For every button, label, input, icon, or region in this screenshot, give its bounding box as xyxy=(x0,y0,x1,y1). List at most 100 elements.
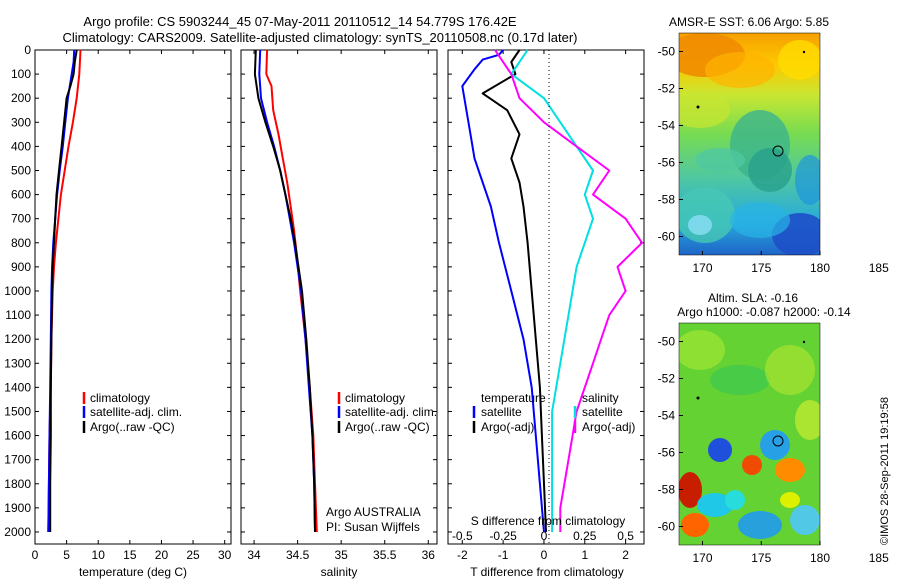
legend-label-climatology: climatology xyxy=(345,391,405,405)
y-tick-label: 400 xyxy=(11,139,31,153)
map-x-tick-label: 180 xyxy=(810,551,830,565)
salinity-axes: 34 34.5 35 35.5 36 xyxy=(241,49,437,562)
credit-text: ©IMOS 28-Sep-2011 19:19:58 xyxy=(879,397,891,545)
difference-axes: -2 -1 0 1 2 -0.5 -0.25 0 0.25 0.5 xyxy=(448,49,644,562)
temperature-series xyxy=(47,49,82,533)
x-tick-label-salinity: -0.5 xyxy=(452,529,473,543)
sla-float-track-dot xyxy=(802,340,806,344)
map-x-tick-label: 185 xyxy=(869,261,889,275)
temperature-legend: climatology satellite-adj. clim. Argo(..… xyxy=(82,391,182,434)
difference-top-xlabel: S difference from climatology xyxy=(471,514,626,528)
sla-argo-marker xyxy=(772,435,784,447)
x-tick-label: -1 xyxy=(498,548,509,562)
y-tick-label: 300 xyxy=(11,115,31,129)
y-tick-label: 1200 xyxy=(4,332,31,346)
temperature-xlabel: temperature (deg C) xyxy=(79,565,187,579)
series-line-argo-adj xyxy=(481,49,547,533)
y-tick-label: 1600 xyxy=(4,429,31,443)
float-pi-label: PI: Susan Wijffels xyxy=(326,520,420,534)
x-tick-label: 30 xyxy=(218,548,232,562)
salinity-panel-frame xyxy=(240,49,438,545)
map-x-tick-label: 180 xyxy=(810,261,830,275)
sst-map-field xyxy=(679,33,820,255)
series-line-argo-raw-qc xyxy=(49,49,78,532)
map-x-tick-label: 175 xyxy=(751,261,771,275)
legend-label-satellite: satellite-adj. clim. xyxy=(345,405,437,419)
sst-map-axes: -50 -52 -54 -56 -58 -60 170 175 180 185 xyxy=(658,45,889,276)
map-y-tick-label: -58 xyxy=(658,193,676,207)
legend-label-s-satellite: satellite xyxy=(582,405,623,419)
x-tick-label: 36 xyxy=(422,548,436,562)
x-tick-label: 35.5 xyxy=(373,548,397,562)
sst-map-frame xyxy=(678,32,821,256)
y-tick-label: 0 xyxy=(24,43,31,57)
x-tick-label: 1 xyxy=(581,548,588,562)
map-y-tick-label: -50 xyxy=(658,335,676,349)
y-tick-label: 1000 xyxy=(4,284,31,298)
series-line-argo-raw-qc xyxy=(253,49,316,533)
y-tick-label: 600 xyxy=(11,188,31,202)
legend-header-temperature: temperature xyxy=(481,391,546,405)
x-tick-label-salinity: 0 xyxy=(541,529,548,543)
legend-label-argo: Argo(..raw -QC) xyxy=(90,420,175,434)
temperature-panel-frame xyxy=(34,49,232,545)
x-tick-label-salinity: 0.5 xyxy=(617,529,634,543)
x-tick-label: 15 xyxy=(123,548,137,562)
series-line-argo-adj xyxy=(494,49,643,532)
difference-xlabel: T difference from climatology xyxy=(470,565,624,579)
figure-title-line1: Argo profile: CS 5903244_45 07-May-2011 … xyxy=(83,14,517,29)
map-y-tick-label: -56 xyxy=(658,156,676,170)
legend-label-t-satellite: satellite xyxy=(481,405,522,419)
x-tick-label: 34 xyxy=(247,548,261,562)
y-tick-label: 1400 xyxy=(4,380,31,394)
y-tick-label: 1100 xyxy=(5,308,31,322)
sla-map-title: Altim. SLA: -0.16 xyxy=(708,291,798,305)
figure-title-line2: Climatology: CARS2009. Satellite-adjuste… xyxy=(63,30,578,45)
series-line-satellite xyxy=(461,49,545,533)
y-tick-label: 1800 xyxy=(4,477,31,491)
salinity-legend: climatology satellite-adj. clim. Argo(..… xyxy=(337,391,437,434)
x-tick-label: 35 xyxy=(334,548,348,562)
map-y-tick-label: -60 xyxy=(658,520,676,534)
y-tick-label: 2000 xyxy=(4,525,31,539)
y-tick-label: 200 xyxy=(11,91,31,105)
x-tick-label: -2 xyxy=(457,548,468,562)
x-tick-label: 20 xyxy=(155,548,169,562)
difference-panel-frame xyxy=(447,49,645,545)
x-tick-label: 0 xyxy=(541,548,548,562)
x-tick-label-salinity: -0.25 xyxy=(489,529,517,543)
map-x-tick-label: 170 xyxy=(692,261,712,275)
y-tick-label: 100 xyxy=(11,67,31,81)
x-tick-label: 5 xyxy=(63,548,70,562)
sst-map-title: AMSR-E SST: 6.06 Argo: 5.85 xyxy=(669,15,829,29)
y-tick-label: 700 xyxy=(11,212,31,226)
map-y-tick-label: -60 xyxy=(658,230,676,244)
x-tick-label: 10 xyxy=(92,548,106,562)
map-x-tick-label: 170 xyxy=(692,551,712,565)
legend-label-climatology: climatology xyxy=(90,391,150,405)
map-y-tick-label: -52 xyxy=(658,82,676,96)
legend-header-salinity: salinity xyxy=(582,391,619,405)
legend-label-satellite: satellite-adj. clim. xyxy=(90,405,182,419)
legend-label-argo: Argo(..raw -QC) xyxy=(345,420,430,434)
x-tick-label: 25 xyxy=(186,548,200,562)
temperature-axes: 0100200300400500600700800900100011001200… xyxy=(4,43,231,562)
x-tick-label: 2 xyxy=(622,548,629,562)
map-y-tick-label: -54 xyxy=(658,119,676,133)
map-x-tick-label: 185 xyxy=(869,551,889,565)
x-tick-label: 0 xyxy=(32,548,39,562)
y-tick-label: 900 xyxy=(11,260,31,274)
y-tick-label: 1900 xyxy=(4,501,31,515)
y-tick-label: 500 xyxy=(11,163,31,177)
salinity-series xyxy=(253,49,318,533)
map-y-tick-label: -58 xyxy=(658,483,676,497)
y-tick-label: 1300 xyxy=(4,356,31,370)
map-y-tick-label: -56 xyxy=(658,446,676,460)
map-y-tick-label: -50 xyxy=(658,45,676,59)
legend-label-s-argo: Argo(-adj) xyxy=(582,420,635,434)
map-y-tick-label: -52 xyxy=(658,372,676,386)
map-x-tick-label: 175 xyxy=(751,551,771,565)
map-y-tick-label: -54 xyxy=(658,409,676,423)
sla-map-axes: -50 -52 -54 -56 -58 -60 170 175 180 185 xyxy=(658,335,889,566)
